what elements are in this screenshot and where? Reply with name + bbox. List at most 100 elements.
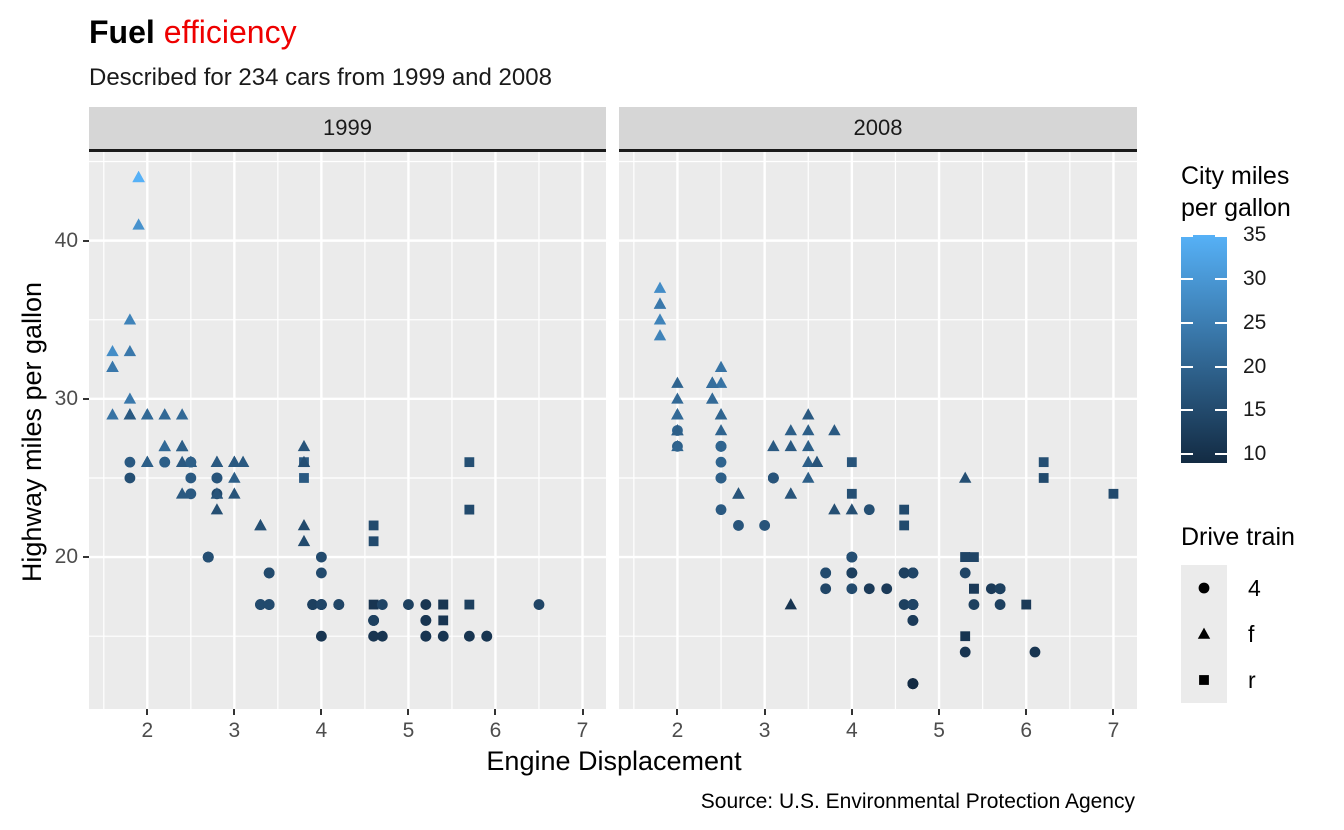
x-tick-label: 6 (1020, 719, 1033, 742)
data-point (846, 488, 857, 499)
data-point (802, 439, 815, 452)
colorbar-tick-label: 10 (1243, 442, 1267, 466)
data-point (175, 455, 189, 467)
colorbar-tick-label: 30 (1243, 266, 1267, 290)
data-point (315, 599, 327, 610)
data-point (210, 503, 224, 515)
data-point (158, 439, 171, 452)
data-point (802, 471, 815, 483)
chart-title: Fuel efficiency (89, 14, 297, 51)
shape-legend-title: Drive train (1181, 523, 1295, 551)
gridlines-major (89, 152, 606, 709)
data-point (846, 567, 858, 579)
data-point (315, 630, 327, 642)
data-point (185, 488, 197, 500)
data-point (671, 408, 684, 420)
data-points (106, 170, 545, 642)
color-legend-title: City miles per gallon (1181, 160, 1291, 224)
data-point (898, 599, 910, 610)
colorbar-tick-mark (1215, 277, 1227, 280)
x-tick-mark (938, 709, 941, 715)
data-point (464, 457, 475, 468)
plot-panel-2008 (619, 152, 1137, 709)
data-point (671, 392, 684, 404)
data-point (368, 599, 379, 610)
data-point (123, 344, 137, 357)
data-point (236, 455, 250, 467)
data-point (828, 424, 841, 436)
data-point (158, 408, 171, 420)
data-point (1038, 457, 1049, 468)
data-point (960, 552, 971, 562)
colorbar-tick-mark (1181, 409, 1193, 412)
data-point (767, 439, 780, 452)
data-point (106, 408, 119, 420)
data-point (533, 599, 545, 610)
colorbar-tick-label: 15 (1243, 398, 1267, 422)
data-point (141, 455, 154, 467)
colorbar-tick-label: 25 (1243, 310, 1267, 334)
chart-subtitle: Described for 234 cars from 1999 and 200… (89, 64, 552, 91)
data-point (994, 599, 1006, 610)
title-main: Fuel (89, 14, 155, 50)
data-point (820, 567, 832, 579)
data-point (175, 408, 189, 420)
source-caption: Source: U.S. Environmental Protection Ag… (700, 790, 1135, 813)
data-point (907, 567, 919, 579)
data-point (784, 424, 797, 436)
data-point (123, 392, 137, 404)
triangle-icon (1197, 627, 1211, 639)
data-point (881, 583, 893, 595)
data-point (846, 457, 857, 468)
colorbar-tick-mark (1215, 409, 1227, 412)
data-point (315, 551, 327, 563)
data-point (715, 440, 727, 452)
data-point (960, 631, 971, 642)
data-point (420, 599, 432, 610)
data-point (706, 392, 719, 404)
data-point (969, 583, 979, 594)
x-tick-mark (676, 709, 679, 715)
data-point (784, 598, 797, 610)
data-point (420, 630, 432, 642)
data-point (863, 504, 875, 516)
data-point (907, 599, 919, 610)
facet-label-2008: 2008 (853, 115, 903, 140)
data-points (653, 281, 1119, 690)
data-point (802, 455, 815, 467)
y-tick-label: 40 (54, 228, 78, 252)
legend-key-front (1181, 611, 1227, 657)
data-point (333, 599, 345, 610)
data-point (123, 313, 137, 325)
y-tick-mark (83, 397, 89, 400)
data-point (994, 583, 1006, 595)
data-point (732, 487, 745, 499)
data-point (481, 630, 493, 642)
data-point (368, 520, 379, 531)
gridlines-minor (89, 152, 606, 709)
data-point (714, 424, 728, 436)
data-point (175, 487, 189, 499)
data-point (254, 519, 267, 531)
legend-key-4wd (1181, 565, 1227, 611)
data-point (653, 297, 667, 309)
data-point (671, 439, 684, 452)
data-point (403, 599, 414, 610)
data-point (438, 599, 449, 610)
x-axis-title: Engine Displacement (486, 746, 742, 776)
circle-icon (1198, 582, 1210, 594)
data-point (899, 520, 910, 531)
data-point (985, 583, 997, 595)
facet-label-1999: 1999 (323, 115, 372, 140)
data-point (211, 472, 223, 484)
data-point (715, 456, 727, 468)
data-point (255, 599, 266, 610)
data-point (175, 439, 189, 452)
data-point (959, 567, 971, 579)
colorbar-tick-mark (1181, 365, 1193, 368)
x-tick-label: 2 (141, 719, 154, 742)
x-tick-label: 5 (933, 719, 945, 742)
data-point (784, 487, 797, 499)
color-legend-title-line2: per gallon (1181, 194, 1291, 222)
data-point (898, 567, 910, 579)
